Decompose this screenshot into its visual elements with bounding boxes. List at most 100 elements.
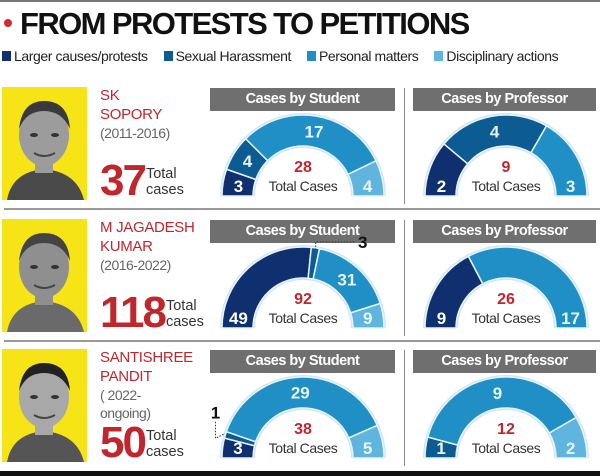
segment-value-label: 3 [234, 177, 243, 196]
gauge-total-value: 38 [294, 421, 312, 438]
student-cases-gauge: 31 29 5 38 Total Cases [211, 375, 386, 459]
segment-value-label: 31 [337, 270, 356, 289]
legend-swatch [434, 51, 444, 61]
vc-name: SANTISHREE PANDIT ( 2022- ongoing) [100, 348, 193, 422]
segment-value-label: 3 [566, 177, 575, 196]
professor-cases-gauge: 2 4 3 9 Total Cases [423, 113, 589, 197]
total-cases-label: cases [165, 314, 204, 330]
segment-value-label: 4 [243, 152, 253, 171]
bottom-rule [0, 471, 600, 476]
name-line: M JAGADESH [100, 219, 195, 236]
segment-value-label: 1 [436, 439, 445, 458]
legend-item-larger-causes: Larger causes/protests [2, 48, 148, 64]
segment-value-label: 4 [363, 177, 373, 196]
total-cases-value: 118 [100, 288, 167, 337]
segment-value-label: 17 [561, 309, 580, 328]
gauge-segment-personal-matters [529, 124, 588, 197]
gauge-total-value: 9 [502, 159, 511, 176]
gauge-total-label: Total Cases [269, 440, 338, 456]
gauge-total-value: 12 [497, 421, 515, 438]
vc-name: M JAGADESH KUMAR (2016-2022) [100, 218, 195, 274]
segment-value-label: 9 [437, 309, 446, 328]
segment-value-label: 9 [493, 384, 502, 403]
row-0: SK SOPORY (2011-2016) 37 Total cases Case… [0, 82, 600, 212]
gauge-total-value: 26 [497, 291, 515, 308]
total-cases-value: 50 [100, 418, 147, 467]
vc-name: SK SOPORY (2011-2016) [100, 86, 170, 142]
student-chart-header: Cases by Student [210, 350, 395, 373]
segment-value-label: 29 [291, 384, 310, 403]
gauge-total-value: 92 [294, 291, 312, 308]
legend-label: Personal matters [318, 48, 419, 64]
total-cases: 118 Total cases [100, 288, 204, 337]
name-line: SANTISHREE [100, 349, 193, 366]
column-divider [404, 88, 405, 204]
total-cases-label: cases [145, 444, 184, 460]
portrait-photo [2, 349, 87, 462]
segment-value-label: 2 [437, 177, 446, 196]
gauge-segment-personal-matters [467, 246, 588, 329]
legend-item-disciplinary-actions: Disciplinary actions [434, 48, 559, 64]
total-cases-label: Total [165, 298, 197, 314]
legend-swatch [306, 51, 316, 61]
segment-value-label: 3 [358, 233, 367, 252]
gauge-total-label: Total Cases [472, 310, 541, 326]
professor-chart-header: Cases by Professor [413, 220, 596, 243]
gauge-segment-disciplinary-actions [548, 416, 588, 459]
tenure-years: (2016-2022) [100, 257, 171, 273]
gauge-total-label: Total Cases [472, 440, 541, 456]
segment-value-label: 3 [233, 439, 242, 458]
row-2: SANTISHREE PANDIT ( 2022- ongoing) 50 To… [0, 344, 600, 474]
gauge-total-label: Total Cases [269, 178, 338, 194]
tenure-years: (2011-2016) [100, 125, 170, 141]
segment-value-label: 1 [211, 403, 220, 422]
gauge-total-label: Total Cases [472, 178, 541, 194]
tenure-years: ( 2022- [100, 387, 141, 403]
title-text: FROM PROTESTS TO PETITIONS [20, 6, 470, 41]
segment-value-label: 9 [363, 309, 372, 328]
row-divider [4, 340, 600, 342]
gauge-segment-disciplinary-actions [347, 159, 385, 197]
segment-value-label: 17 [305, 122, 324, 141]
total-cases-label: cases [145, 182, 184, 198]
infographic-title: FROM PROTESTS TO PETITIONS [4, 6, 470, 42]
legend-item-personal-matters: Personal matters [306, 48, 419, 64]
tenure-years: ongoing) [100, 405, 151, 421]
legend-label: Disciplinary actions [446, 48, 559, 64]
gauge-segment-personal-matters [426, 376, 578, 446]
professor-cases-gauge: 1 9 2 12 Total Cases [423, 375, 589, 459]
column-divider [404, 350, 405, 466]
legend-label: Sexual Harassment [175, 48, 292, 64]
legend-item-sexual-harassment: Sexual Harassment [163, 48, 292, 64]
total-cases: 50 Total cases [100, 418, 184, 467]
name-line: KUMAR [100, 238, 153, 255]
portrait-photo [2, 87, 87, 200]
legend-swatch [163, 51, 173, 61]
segment-value-label: 4 [490, 122, 500, 141]
top-rule [0, 0, 600, 2]
name-line: SOPORY [100, 106, 163, 123]
gauge-total-value: 28 [294, 159, 312, 176]
column-divider [404, 220, 405, 336]
legend-label: Larger causes/protests [14, 48, 148, 64]
professor-chart-header: Cases by Professor [413, 350, 596, 373]
gauge-segment-disciplinary-actions [347, 424, 385, 459]
gauge-segment-personal-matters [225, 376, 379, 443]
red-bullet-icon [4, 18, 12, 27]
total-cases-label: Total [145, 166, 177, 182]
student-chart-header: Cases by Student [210, 220, 395, 243]
segment-value-label: 49 [229, 309, 248, 328]
professor-chart-header: Cases by Professor [413, 88, 596, 111]
professor-cases-gauge: 9 17 26 Total Cases [423, 245, 589, 329]
gauge-total-label: Total Cases [269, 310, 338, 326]
row-1: M JAGADESH KUMAR (2016-2022) 118 Total ca… [0, 214, 600, 344]
total-cases-label: Total [145, 428, 177, 444]
name-line: SK [100, 87, 120, 104]
student-chart-header: Cases by Student [210, 88, 395, 111]
legend-swatch [2, 51, 11, 61]
segment-value-label: 2 [566, 439, 575, 458]
student-cases-gauge: 49 331 9 92 Total Cases [220, 233, 386, 329]
leader-line [214, 420, 224, 440]
total-cases-value: 37 [100, 156, 147, 205]
